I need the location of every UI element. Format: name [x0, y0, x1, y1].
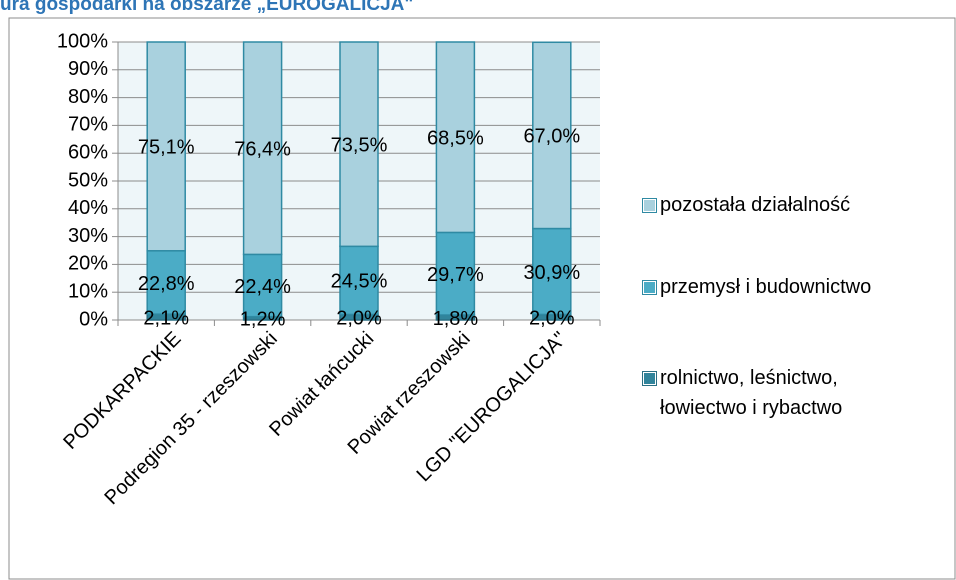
data-label: 2,0% [336, 308, 382, 330]
legend-item: rolnictwo, leśnictwo, łowiectwo i rybact… [642, 363, 943, 423]
y-tick-label: 0% [79, 308, 108, 330]
data-label: 2,0% [529, 308, 575, 330]
legend-item: pozostała działalność [642, 190, 943, 220]
legend-swatch [642, 280, 657, 295]
legend-label: pozostała działalność [660, 194, 851, 216]
y-tick-label: 70% [68, 114, 108, 136]
data-label: 22,4% [234, 276, 291, 298]
data-label: 67,0% [523, 126, 580, 148]
y-tick-label: 50% [68, 169, 108, 191]
bar-segment [146, 250, 186, 315]
bar-segment [532, 41, 572, 230]
y-tick-label: 60% [68, 141, 108, 163]
data-label: 24,5% [331, 271, 388, 293]
bar-segment [435, 41, 476, 234]
y-tick-label: 10% [68, 280, 108, 302]
legend-item: przemysł i budownictwo [642, 272, 943, 302]
data-label: 2,1% [143, 307, 189, 329]
bar-segment [532, 227, 572, 316]
legend-label: przemysł i budownictwo [660, 276, 872, 298]
data-label: 73,5% [331, 134, 388, 156]
bar-segment [339, 41, 379, 248]
data-label: 1,2% [240, 309, 286, 331]
data-label: 30,9% [523, 262, 580, 284]
bar-segment [339, 245, 379, 316]
legend-swatch [642, 371, 657, 386]
data-label: 22,8% [138, 273, 195, 295]
data-label: 76,4% [234, 138, 291, 160]
data-label: 29,7% [427, 264, 484, 286]
bar-segment [435, 231, 476, 316]
y-tick-label: 20% [68, 253, 108, 275]
bar-segment [146, 41, 186, 252]
data-label: 1,8% [433, 308, 479, 330]
legend-label: rolnictwo, leśnictwo, łowiectwo i rybact… [660, 367, 843, 419]
y-tick-label: 80% [68, 86, 108, 108]
data-label: 68,5% [427, 127, 484, 149]
bar-segment [242, 253, 283, 318]
legend-swatch [642, 198, 657, 213]
chart-title: ura gospodarki na obszarze „EUROGALICJA" [0, 0, 413, 15]
bar-segment [242, 41, 283, 256]
y-tick-label: 90% [68, 58, 108, 80]
y-tick-label: 100% [57, 30, 108, 52]
data-label: 75,1% [138, 137, 195, 159]
y-tick-label: 30% [68, 225, 108, 247]
y-tick-label: 40% [68, 197, 108, 219]
